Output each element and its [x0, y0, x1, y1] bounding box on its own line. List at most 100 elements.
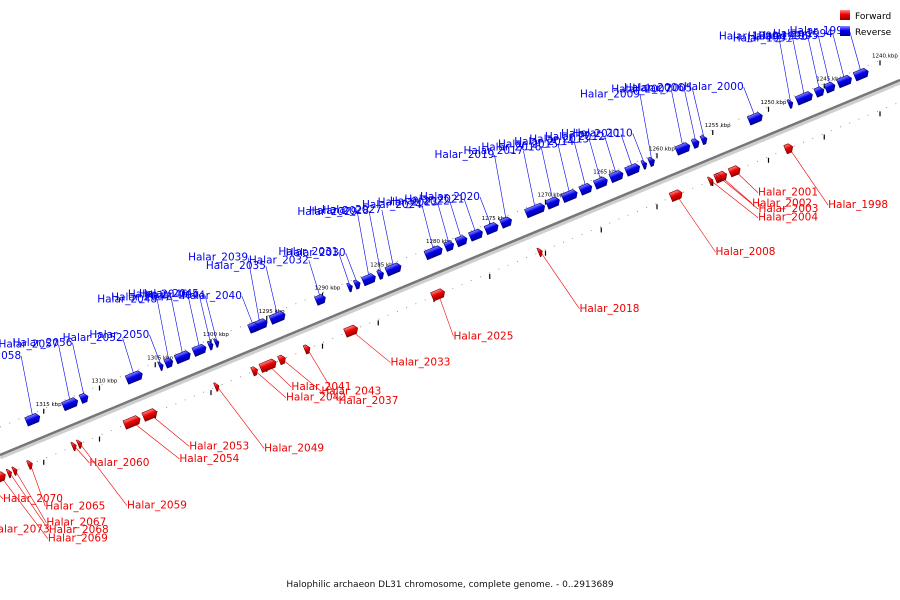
leader-line — [719, 177, 759, 210]
gene-feature-halar-2007[interactable] — [674, 141, 692, 156]
legend: Forward Reverse — [840, 10, 892, 38]
gene-label: Halar_1999 — [719, 31, 779, 43]
gene-label: Halar_2067 — [46, 517, 106, 529]
gene-label: Halar_2031 — [278, 246, 338, 258]
gene-feature-halar-2000[interactable] — [746, 111, 764, 126]
gene-feature-halar-2043[interactable] — [277, 354, 288, 366]
leader-line — [187, 294, 201, 350]
leader-line — [308, 260, 322, 300]
gene-feature-halar-2023[interactable] — [443, 240, 456, 252]
gene-feature-halar-2024[interactable] — [423, 245, 444, 261]
leader-line — [338, 251, 351, 288]
gene-feature-halar-2054[interactable] — [122, 414, 142, 430]
gene-feature-halar-2001[interactable] — [727, 164, 742, 178]
gene-label: Halar_2050 — [89, 329, 149, 341]
gene-feature-halar-2031[interactable] — [346, 282, 355, 293]
gene-feature-halar-2052[interactable] — [124, 370, 144, 385]
gene-feature-halar-2056[interactable] — [78, 392, 90, 404]
gene-feature-halar-1994[interactable] — [836, 74, 853, 89]
gene-labels: Halar_1993Halar_1994Halar_1995Halar_1996… — [0, 25, 888, 545]
gene-feature-halar-2068[interactable] — [5, 468, 13, 479]
gene-feature-halar-2013[interactable] — [592, 176, 609, 190]
gene-feature-halar-2015[interactable] — [560, 188, 579, 204]
gene-label: Halar_1993 — [790, 25, 850, 37]
gene-feature-halar-2029[interactable] — [361, 272, 377, 287]
leader-line — [438, 294, 454, 337]
gene-feature-halar-2042[interactable] — [250, 366, 260, 377]
gene-feature-halar-2020[interactable] — [483, 221, 500, 236]
gene-feature-halar-2047[interactable] — [173, 350, 192, 365]
gene-feature-halar-2014[interactable] — [578, 182, 594, 196]
leader-line — [204, 295, 218, 343]
gene-feature-halar-2048[interactable] — [163, 357, 175, 369]
leader-line — [670, 89, 684, 149]
gene-feature-halar-2037[interactable] — [302, 344, 312, 355]
gene-feature-halar-2011[interactable] — [624, 162, 642, 177]
gene-feature-halar-2021[interactable] — [468, 228, 484, 242]
gene-feature-halar-2069[interactable] — [0, 471, 7, 484]
gene-label: Halar_1997 — [733, 33, 793, 45]
gene-feature-halar-2012[interactable] — [608, 169, 625, 184]
leader-line — [734, 170, 759, 193]
gene-feature-halar-2049[interactable] — [213, 382, 221, 392]
gene-label: Halar_2060 — [89, 457, 149, 469]
leader-line — [58, 344, 71, 404]
gene-feature-halar-2018[interactable] — [536, 247, 544, 258]
leader-line — [710, 180, 759, 218]
gene-feature-halar-2041[interactable] — [258, 358, 278, 373]
leader-line — [156, 299, 170, 363]
gene-label: Halar_2011 — [561, 128, 621, 140]
gene-feature-halar-2059[interactable] — [76, 439, 83, 449]
gene-feature-halar-2009[interactable] — [647, 156, 657, 167]
gene-feature-halar-2006[interactable] — [690, 138, 701, 149]
gene-feature-halar-2030[interactable] — [352, 279, 362, 290]
gene-feature-halar-2033[interactable] — [343, 324, 360, 338]
gene-feature-halar-2053[interactable] — [141, 407, 159, 422]
gene-feature-halar-1997[interactable] — [794, 90, 814, 106]
gene-feature-halar-2005[interactable] — [699, 134, 709, 146]
gene-feature-halar-2035[interactable] — [268, 310, 287, 325]
gene-feature-halar-1998[interactable] — [783, 143, 795, 155]
gene-feature-halar-2040[interactable] — [247, 321, 261, 334]
gene-label: Halar_2002 — [752, 198, 812, 210]
gene-feature-halar-1995[interactable] — [823, 81, 837, 94]
gene-label: Halar_2037 — [338, 395, 398, 407]
gene-feature-halar-1993[interactable] — [852, 67, 870, 82]
gene-feature-halar-2067[interactable] — [11, 466, 19, 476]
gene-feature-halar-2022[interactable] — [454, 234, 469, 248]
gene-feature-halar-2010[interactable] — [640, 159, 649, 170]
gene-feature-halar-2045[interactable] — [206, 340, 215, 351]
gene-feature-halar-2060[interactable] — [70, 441, 78, 452]
leader-line — [72, 342, 85, 398]
gene-feature-halar-2008[interactable] — [668, 189, 684, 203]
leader-line — [368, 211, 382, 275]
gene-feature-halar-2003[interactable] — [715, 172, 724, 183]
leader-line — [523, 150, 536, 210]
leader-line — [9, 472, 49, 531]
gene-feature-halar-2050[interactable] — [157, 361, 165, 372]
gene-label: Halar_2033 — [390, 357, 450, 369]
gene-label: Halar_2048 — [97, 294, 157, 306]
gene-feature-halar-2025[interactable] — [430, 288, 447, 302]
gene-feature-halar-1999[interactable] — [786, 98, 795, 109]
leader-line — [265, 266, 279, 318]
gene-feature-halar-1996[interactable] — [813, 86, 826, 98]
gene-feature-halar-2004[interactable] — [707, 176, 715, 187]
gene-feature-halar-2057[interactable] — [61, 396, 80, 412]
gene-feature-halar-2027[interactable] — [384, 262, 403, 277]
gene-feature-halar-2028[interactable] — [376, 269, 386, 280]
gene-feature-halar-2032[interactable] — [314, 293, 327, 306]
gene-feature-halar-2046[interactable] — [191, 343, 208, 357]
gene-feature-halar-2016[interactable] — [545, 196, 561, 210]
gene-label: Halar_2016 — [481, 141, 541, 153]
gene-feature-halar-2017[interactable] — [524, 202, 546, 219]
gene-feature-halar-2044[interactable] — [213, 338, 221, 348]
scale-tick-label: 1310 kbp — [92, 379, 118, 385]
genome-caption: Halophilic archaeon DL31 chromosome, com… — [286, 580, 614, 590]
leader-line — [692, 88, 705, 140]
gene-feature-halar-2019[interactable] — [499, 216, 514, 229]
leader-line — [15, 470, 47, 523]
gene-feature-halar-2058[interactable] — [24, 412, 42, 427]
gene-feature-halar-2065[interactable] — [26, 459, 35, 470]
gene-label: Halar_2039 — [188, 252, 248, 264]
